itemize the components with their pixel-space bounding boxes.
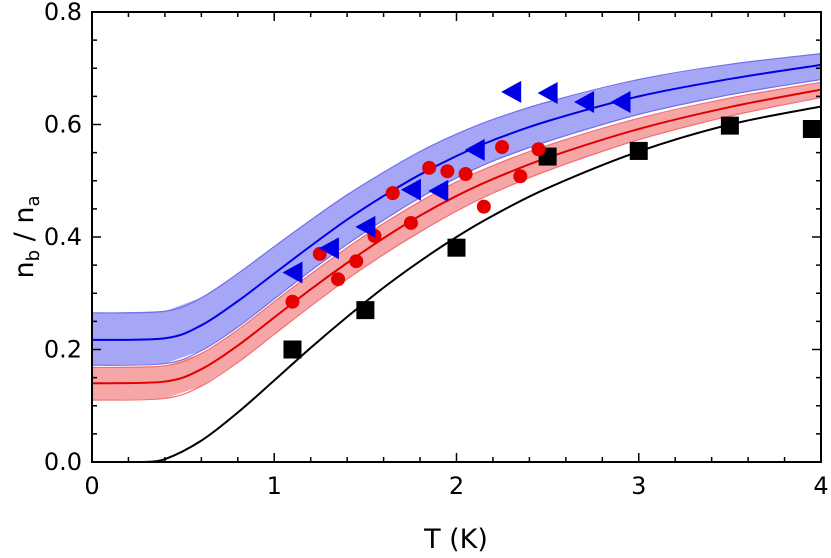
triangle-marker-5: [428, 179, 449, 202]
square-marker-7: [802, 120, 821, 138]
band-upper-edge-1: [92, 53, 821, 314]
circle-marker-8: [422, 160, 437, 175]
y-tick-label-4: 0.8: [44, 0, 82, 26]
circle-marker-4: [349, 254, 364, 269]
circle-marker-6: [385, 186, 400, 201]
x-tick-label-0: 0: [84, 472, 99, 500]
square-marker-6: [720, 116, 739, 135]
square-marker-5: [629, 141, 648, 160]
triangle-marker-4: [400, 178, 421, 201]
confidence-bands: [92, 53, 821, 401]
triangle-marker-6: [464, 138, 485, 161]
circle-marker-3: [331, 272, 346, 287]
triangle-marker-7: [501, 80, 522, 103]
data-markers: [282, 80, 821, 359]
y-tick-label-0: 0.0: [44, 448, 82, 476]
band-upper-edge-2: [92, 81, 821, 369]
circle-marker-10: [458, 167, 473, 181]
x-tick-label-4: 4: [813, 472, 828, 500]
y-tick-label-1: 0.2: [44, 336, 82, 364]
triangle-marker-8: [537, 82, 558, 104]
y-tick-label-3: 0.6: [44, 111, 82, 139]
circle-marker-1: [285, 294, 300, 309]
y-tick-label-2: 0.4: [44, 223, 82, 251]
square-marker-2: [356, 301, 375, 320]
y-axis-title: nb / na: [9, 196, 44, 279]
circle-marker-7: [403, 215, 418, 230]
circle-marker-12: [495, 140, 510, 154]
x-axis-title: T (K): [423, 524, 488, 555]
confidence-band-1: [92, 53, 821, 366]
triangle-marker-10: [610, 91, 631, 113]
x-tick-label-2: 2: [449, 472, 464, 500]
triangle-marker-3: [355, 215, 376, 238]
circle-marker-14: [531, 142, 546, 157]
axis-ticks: [91, 11, 822, 463]
triangle-marker-2: [318, 237, 339, 260]
x-tick-label-3: 3: [631, 472, 646, 500]
fit-curves: [92, 63, 821, 462]
circle-marker-9: [440, 164, 455, 179]
square-marker-1: [283, 340, 302, 359]
confidence-band-2: [92, 82, 821, 401]
square-marker-3: [447, 238, 466, 257]
triangle-marker-1: [282, 261, 303, 284]
triangle-marker-9: [574, 91, 595, 113]
fit-curve-2: [92, 88, 821, 385]
band-lower-edge-2: [92, 96, 821, 401]
band-lower-edge-1: [92, 78, 821, 366]
circle-marker-11: [476, 199, 491, 214]
circle-marker-13: [513, 169, 528, 184]
axis-tick-labels: 0 1 2 3 4 0.0 0.2 0.4 0.6 0.8: [44, 0, 829, 500]
x-tick-label-1: 1: [267, 472, 282, 500]
